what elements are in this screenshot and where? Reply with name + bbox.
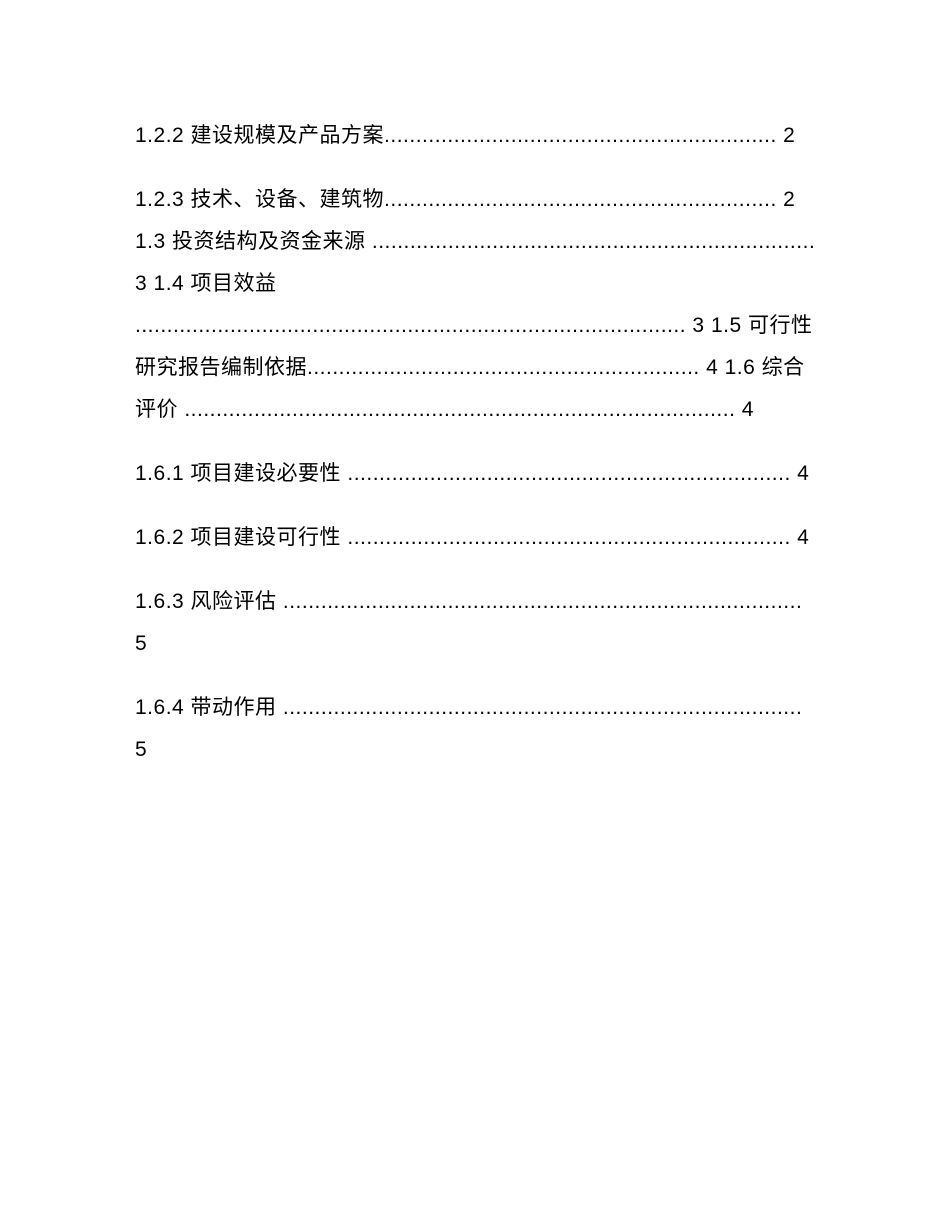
toc-entry: 1.2.2 建设规模及产品方案.........................… <box>135 115 820 157</box>
toc-entry: 1.6.2 项目建设可行性 ..........................… <box>135 517 820 559</box>
table-of-contents: 1.2.2 建设规模及产品方案.........................… <box>135 115 820 771</box>
toc-entry: 1.2.3 技术、设备、建筑物.........................… <box>135 179 820 431</box>
toc-entry: 1.6.4 带动作用 .............................… <box>135 687 820 771</box>
toc-entry: 1.6.3 风险评估 .............................… <box>135 581 820 665</box>
toc-entry: 1.6.1 项目建设必要性 ..........................… <box>135 453 820 495</box>
